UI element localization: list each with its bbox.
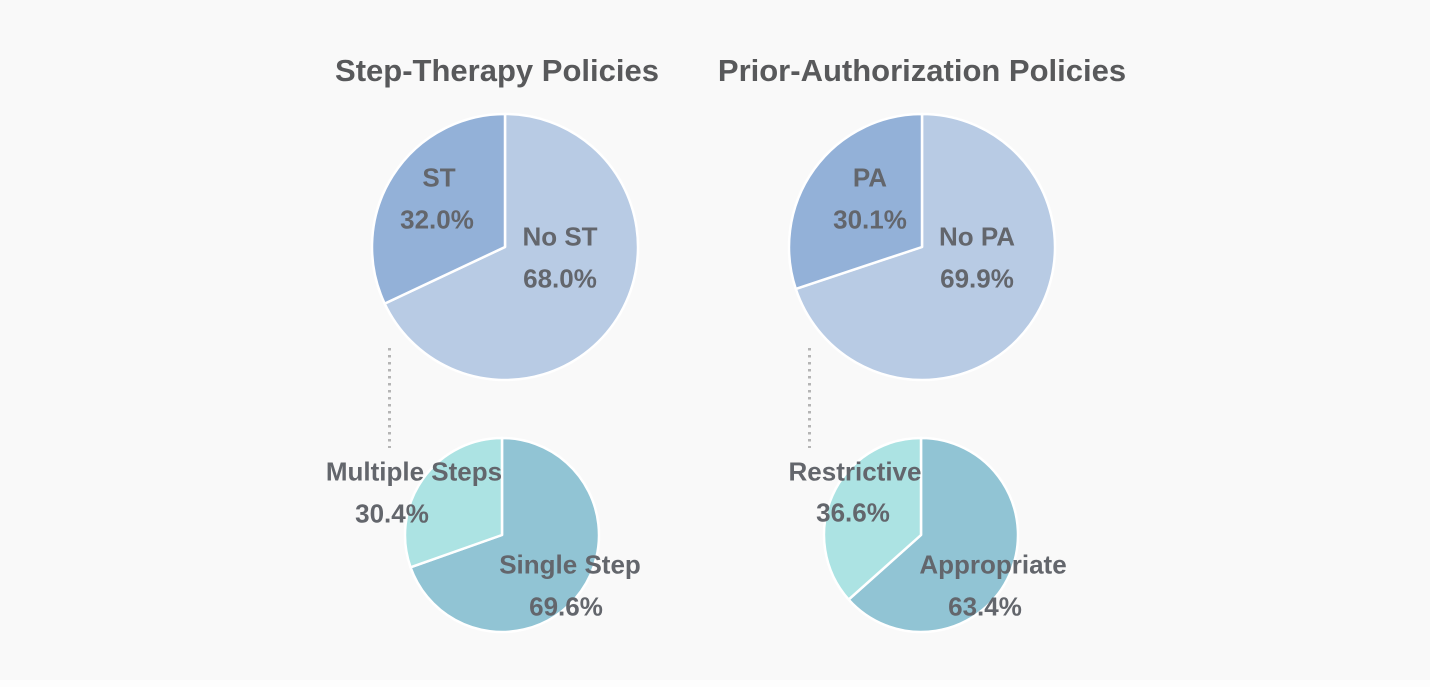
chart-title-step-therapy: Step-Therapy Policies	[335, 53, 659, 88]
pie-slice-no-st	[383, 112, 640, 382]
connector-line-prior-authorization	[808, 348, 811, 448]
pie-slice-single-step	[409, 436, 601, 634]
pie-slice-multiple-steps	[403, 436, 504, 569]
slice-pct: 32.0%	[400, 204, 474, 235]
slice-pct: 30.1%	[833, 204, 907, 235]
slice-pct: 36.6%	[816, 497, 890, 528]
slice-pct: 68.0%	[523, 263, 597, 294]
slice-pct: 63.4%	[948, 591, 1022, 622]
slice-label: No PA	[938, 221, 1016, 252]
pie-slice-no-pa	[794, 112, 1057, 382]
bottom-edge-strip	[0, 680, 1430, 687]
slice-label: Restrictive	[788, 456, 922, 487]
slice-label: PA	[852, 162, 888, 193]
chart-title-prior-authorization: Prior-Authorization Policies	[717, 53, 1127, 88]
slice-label: ST	[422, 162, 456, 193]
slice-label: Appropriate	[919, 549, 1067, 580]
pie-slice-pa	[787, 112, 924, 291]
slice-pct: 30.4%	[355, 498, 429, 529]
slice-pct: 69.9%	[940, 263, 1014, 294]
connector-line-step-therapy	[388, 348, 391, 448]
slice-label: Single Step	[499, 549, 641, 580]
slice-label: No ST	[522, 221, 598, 252]
pie-slice-st	[370, 112, 507, 305]
slice-label: Multiple Steps	[325, 456, 503, 487]
pie-slice-appropriate	[847, 436, 1020, 634]
slice-pct: 69.6%	[529, 591, 603, 622]
pie-slice-restrictive	[822, 436, 923, 601]
